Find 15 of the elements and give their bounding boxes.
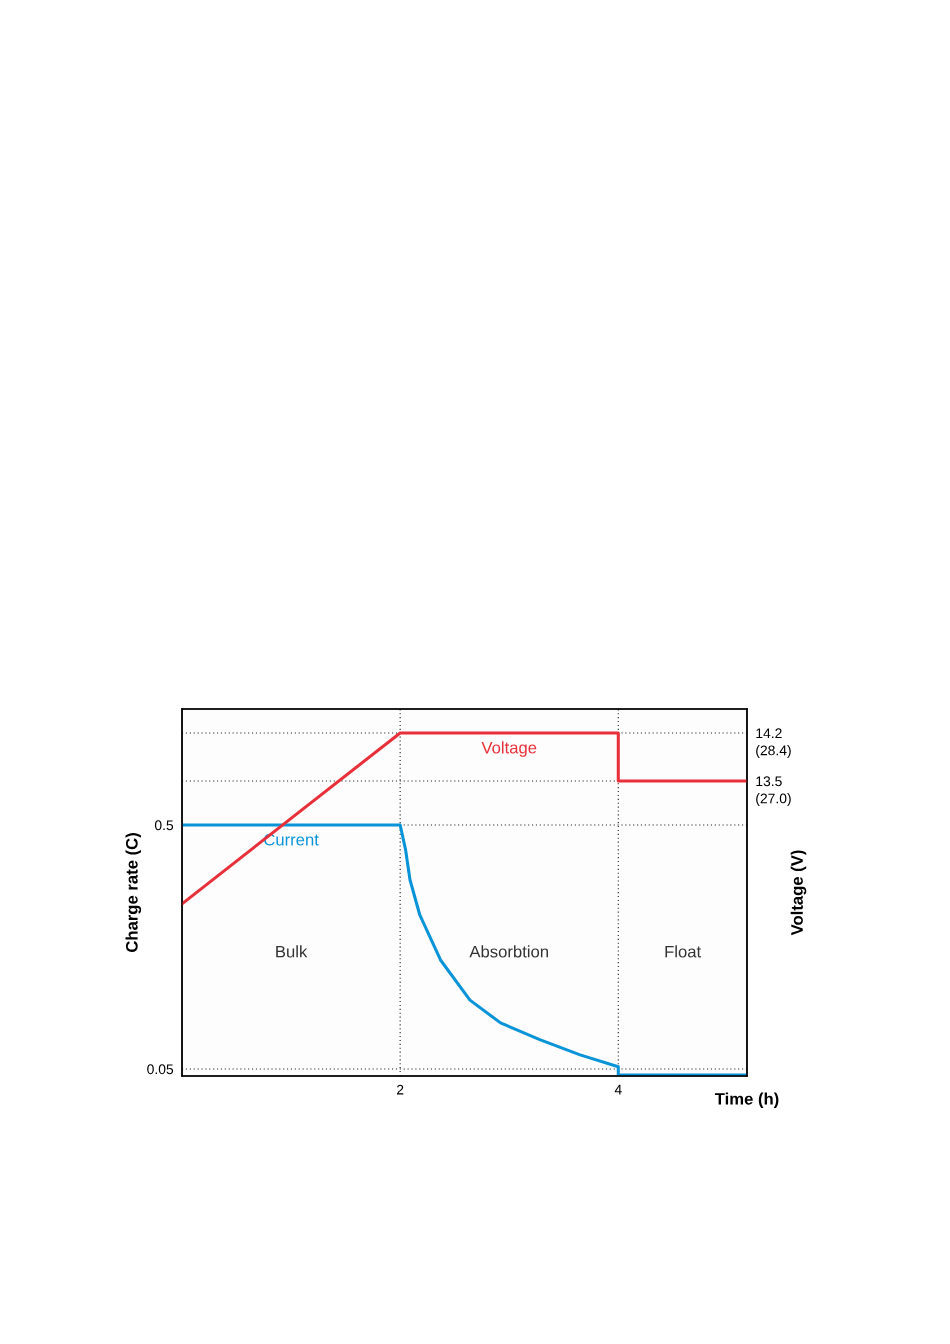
annotation: Float	[665, 945, 702, 958]
y3-tick-label: (27.0)	[756, 793, 791, 807]
y2-tick-label: 14.2	[756, 728, 782, 738]
y-tick-label: 0.05	[147, 1064, 174, 1075]
x-tick-label: 2	[396, 1084, 404, 1095]
y-axis-title: Charge rate (C)	[125, 833, 142, 952]
y3-tick-label: (28.4)	[756, 745, 791, 759]
series-label: Voltage	[481, 741, 537, 757]
x-axis-title: Time (h)	[714, 1092, 779, 1109]
annotation: Bulk	[276, 945, 308, 958]
y2-axis-title: Voltage (V)	[790, 850, 807, 936]
y-tick-label: 0.5	[154, 820, 174, 831]
annotation: Absorbtion	[469, 945, 548, 958]
x-tick-label: 4	[614, 1084, 622, 1095]
y2-tick-label: 13.5	[756, 776, 782, 787]
